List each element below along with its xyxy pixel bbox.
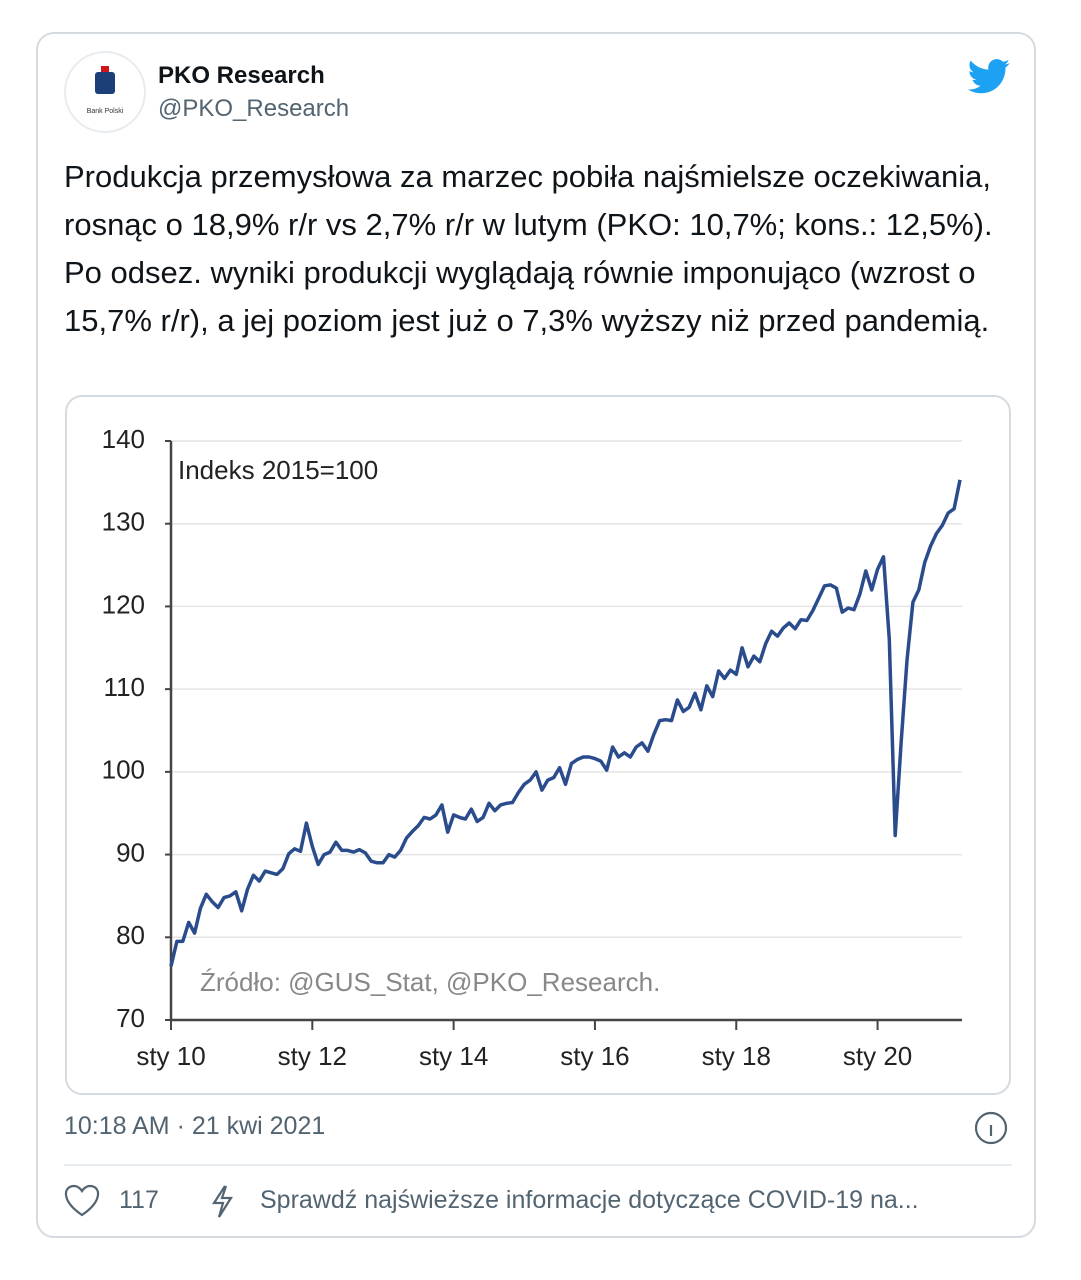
y-tick-label: 110: [104, 672, 145, 702]
annotation: Indeks 2015=100: [178, 455, 378, 485]
twitter-logo[interactable]: [967, 59, 1010, 94]
x-tick-label: sty 12: [278, 1041, 347, 1071]
like-icon[interactable]: [64, 1184, 100, 1217]
chart: 70 80 90 100 110 120 130 140 sty 10 sty 12 sty 14 s…: [102, 424, 962, 1071]
timestamp[interactable]: 10:18 AM · 21 kwi 2021: [64, 1112, 326, 1140]
y-tick-label: 100: [102, 755, 145, 785]
logo-accent: [101, 66, 109, 72]
source: Źródło: @GUS_Stat, @PKO_Research.: [200, 967, 660, 997]
tweet-card[interactable]: [36, 32, 1036, 1238]
covid-icon: [211, 1185, 233, 1218]
icons: [64, 1111, 1008, 1218]
x-tick-label: sty 20: [843, 1041, 912, 1071]
covid-link[interactable]: Sprawdź najświeższe informacje dotyczące…: [260, 1186, 919, 1214]
chart-frame[interactable]: [65, 395, 1011, 1095]
author-handle[interactable]: @PKO_Research: [158, 95, 350, 122]
info-icon[interactable]: [974, 1111, 1008, 1145]
x-tick-label: sty 10: [136, 1041, 205, 1071]
x-tick-label: sty 14: [419, 1041, 488, 1071]
x-tick-label: sty 16: [560, 1041, 629, 1071]
tweet-text: Produkcja przemysłowa za marzec pobiła n…: [64, 159, 993, 338]
y-tick-label: 120: [102, 589, 145, 619]
author-name[interactable]: PKO Research: [158, 62, 325, 89]
logo-text: Bank Polski: [87, 108, 124, 115]
logo: [95, 72, 115, 94]
y-tick-label: 140: [102, 424, 145, 454]
y-tick-label: 90: [116, 837, 145, 867]
like-count[interactable]: 117: [119, 1186, 159, 1214]
y-tick-label: 70: [116, 1003, 145, 1033]
y-tick-label: 130: [102, 507, 145, 537]
x-tick-label: sty 18: [702, 1041, 771, 1071]
y-tick-label: 80: [116, 920, 145, 950]
data-line: [169, 479, 962, 967]
